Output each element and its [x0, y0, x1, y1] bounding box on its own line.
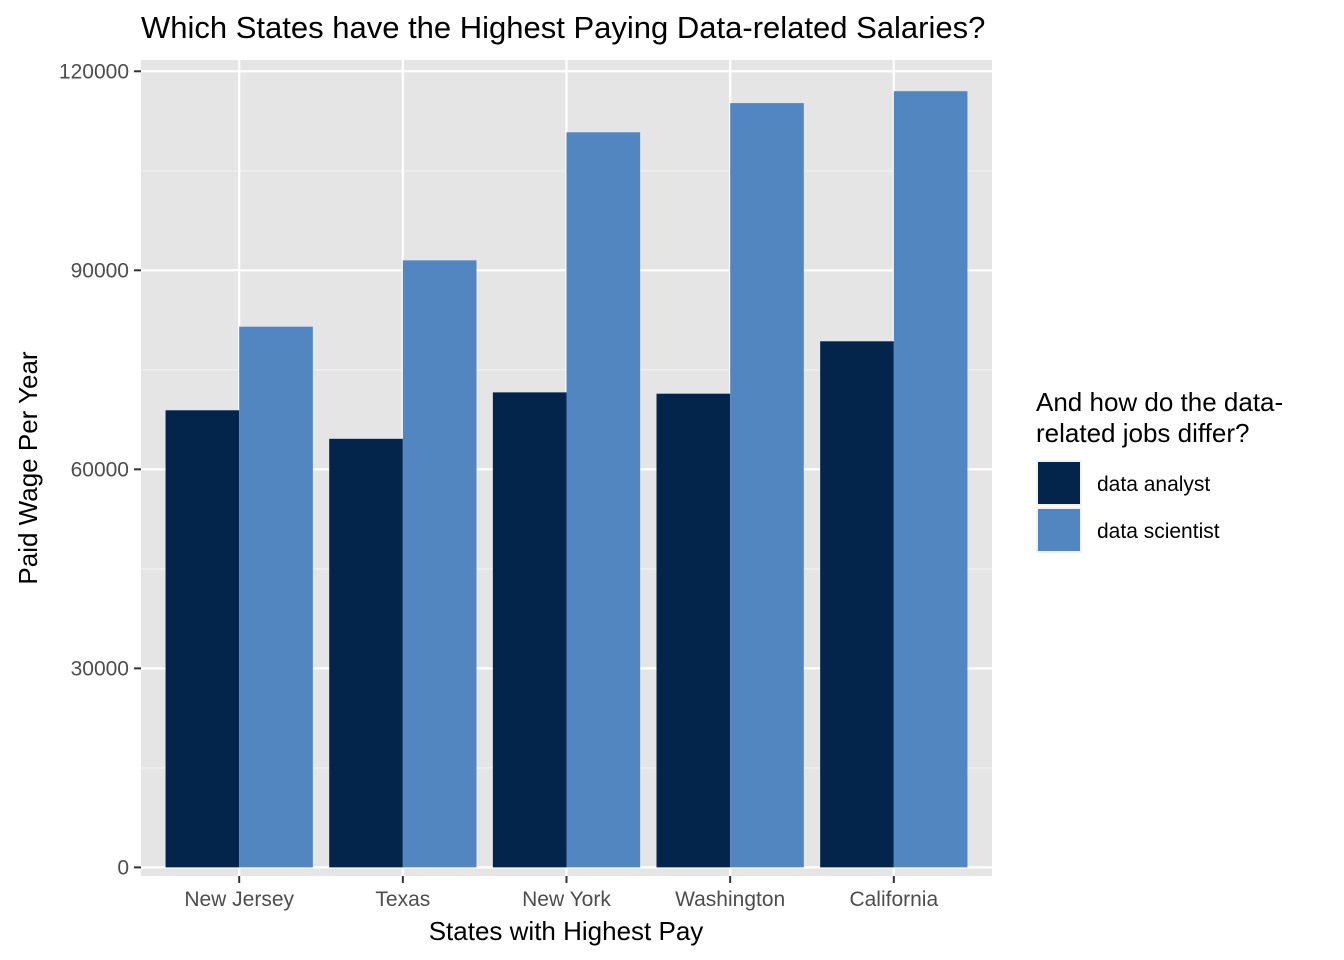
legend-swatch	[1038, 462, 1080, 504]
bar-data-analyst-new-york	[492, 392, 567, 868]
y-axis-title: Paid Wage Per Year	[13, 351, 43, 585]
x-tick-label: Texas	[375, 888, 430, 911]
y-tick-label: 120000	[59, 60, 129, 83]
x-axis-title: States with Highest Pay	[429, 916, 704, 946]
bar-data-scientist-new-york	[566, 132, 641, 868]
bars	[165, 91, 968, 868]
bar-data-scientist-washington	[730, 103, 804, 868]
legend-title-line-1: And how do the data-	[1036, 387, 1283, 417]
x-tick-label: New York	[522, 888, 611, 911]
legend: And how do the data- related jobs differ…	[1036, 387, 1283, 553]
y-tick-label: 90000	[71, 259, 129, 282]
bar-data-scientist-california	[893, 91, 968, 868]
x-tick-label: New Jersey	[184, 888, 294, 911]
chart-title: Which States have the Highest Paying Dat…	[141, 10, 985, 45]
bar-data-scientist-new-jersey	[239, 326, 313, 868]
legend-label: data scientist	[1097, 520, 1220, 543]
y-tick-label: 0	[117, 856, 129, 879]
x-axis: New Jersey Texas New York Washington Califor…	[184, 876, 938, 911]
legend-swatch	[1038, 509, 1080, 551]
bar-data-analyst-texas	[329, 438, 403, 868]
legend-label: data analyst	[1097, 473, 1210, 496]
x-tick-label: California	[849, 888, 938, 911]
y-tick-label: 60000	[71, 458, 129, 481]
y-tick-label: 30000	[71, 657, 129, 680]
bar-data-analyst-washington	[656, 393, 731, 868]
x-tick-label: Washington	[675, 888, 785, 911]
legend-title-line-2: related jobs differ?	[1036, 418, 1249, 448]
bar-data-analyst-california	[820, 341, 894, 868]
y-axis: 0 30000 60000 90000 120000	[59, 60, 141, 879]
bar-data-analyst-new-jersey	[165, 410, 240, 868]
bar-data-scientist-texas	[402, 260, 477, 868]
